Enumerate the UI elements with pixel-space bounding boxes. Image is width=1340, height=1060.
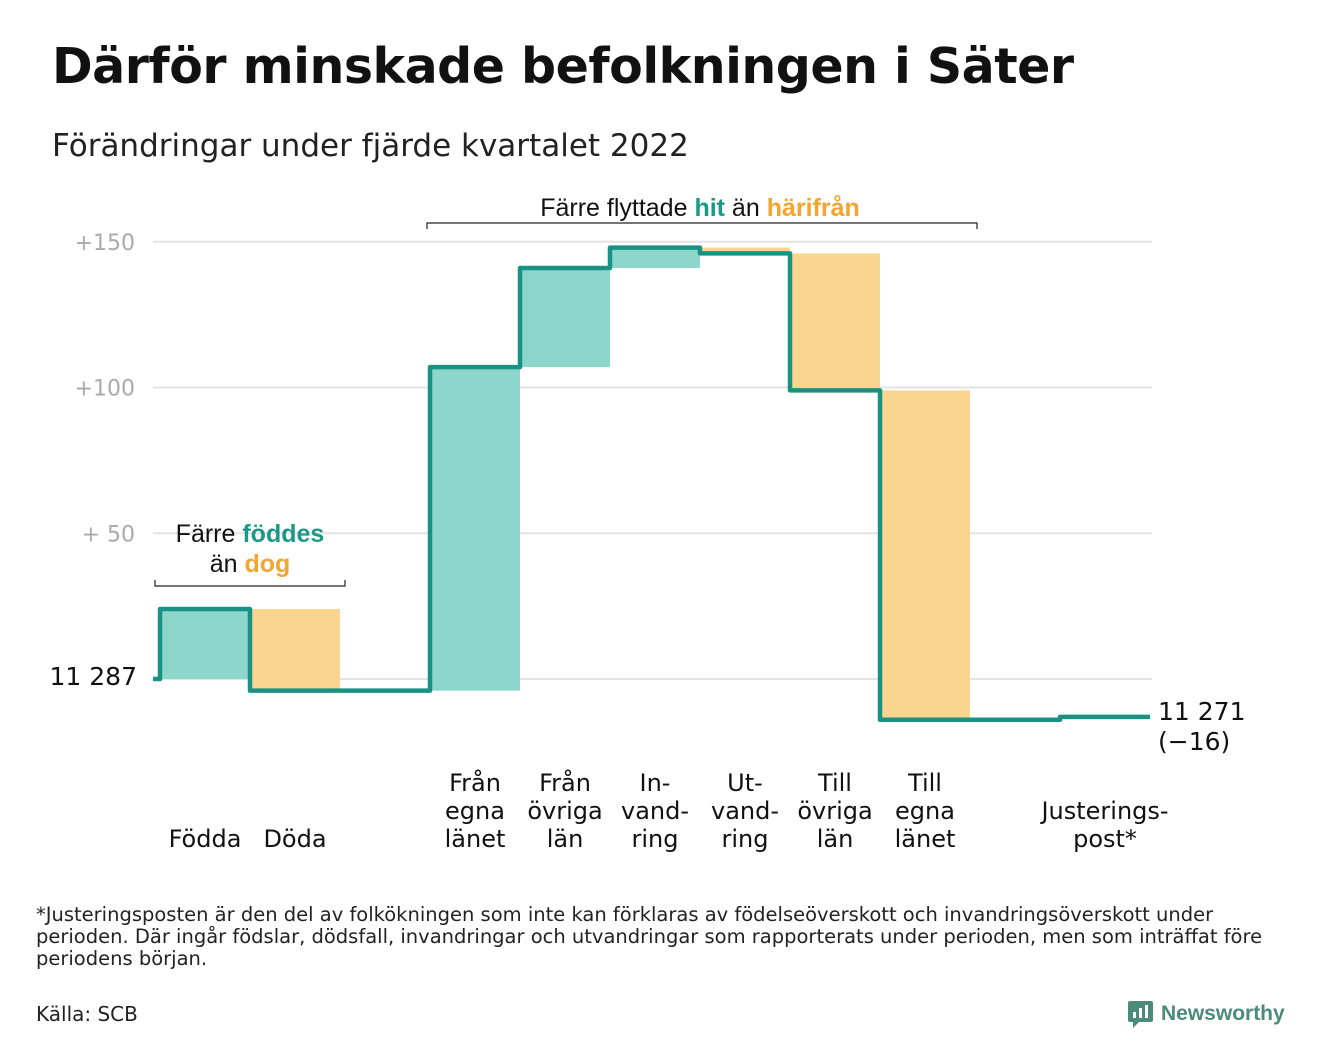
outflow-highlight: härifrån — [767, 194, 860, 222]
bar-till-egna-länet — [880, 390, 970, 720]
end-value-label: 11 271 — [1158, 697, 1245, 726]
bar-födda — [160, 609, 250, 679]
category-label: Ut- — [727, 769, 763, 797]
chart-subtitle: Förändringar under fjärde kvartalet 2022 — [52, 128, 689, 164]
category-labels: Födda DödaFrånegnalänetFrånövrigalänIn-va… — [169, 768, 1169, 853]
newsworthy-brand: Newsworthy — [1128, 998, 1285, 1030]
category-label: Till — [817, 769, 852, 797]
births-bracket — [154, 580, 346, 587]
waterfall-chart: +150+100+ 50 Födda DödaFrånegnalänetFrånö… — [50, 194, 1246, 853]
category-label: övriga — [797, 797, 872, 825]
bar-från-övriga-län — [520, 267, 610, 368]
bars — [160, 247, 970, 720]
births-highlight: föddes — [242, 520, 324, 548]
inflow-highlight: hit — [694, 194, 725, 222]
category-label: Från — [539, 768, 591, 797]
category-label: Till — [907, 769, 942, 797]
category-label: egna — [895, 797, 955, 825]
category-label: Födda — [169, 825, 242, 853]
y-tick-label: +100 — [75, 377, 135, 402]
category-label: Döda — [263, 825, 326, 853]
source-label: Källa: SCB — [36, 1002, 138, 1026]
end-labels: 11 287 11 271 (−16) — [50, 662, 1246, 756]
y-tick-label: + 50 — [82, 522, 135, 547]
births-annotation-line2: än dog — [210, 550, 291, 578]
migration-annotation-text: Färre flyttade hit än härifrån — [540, 194, 860, 222]
category-label: länet — [445, 825, 506, 853]
category-label: övriga — [527, 797, 602, 825]
category-label: ring — [632, 825, 679, 853]
migration-bracket — [426, 222, 978, 229]
category-label: Justerings- — [1039, 797, 1168, 825]
start-value-label: 11 287 — [50, 662, 137, 691]
category-label: län — [547, 825, 584, 853]
brand-name: Newsworthy — [1161, 1002, 1285, 1025]
y-axis-ticks: +150 +100 + 50 — [75, 231, 135, 548]
y-tick-label: +150 — [75, 231, 135, 256]
category-label: In- — [640, 769, 671, 797]
bar-från-egna-länet — [430, 367, 520, 691]
end-change-label: (−16) — [1158, 727, 1230, 756]
bar-till-övriga-län — [790, 253, 880, 391]
migration-annotation: Färre flyttade hit än härifrån — [426, 194, 978, 229]
bar-ut-vandring — [700, 247, 790, 254]
category-label: Från — [449, 768, 501, 797]
level-step-line — [153, 245, 1150, 723]
category-label: post* — [1073, 825, 1137, 853]
category-label: vand- — [621, 797, 689, 825]
footnote: *Justeringsposten är den del av folkökni… — [36, 903, 1263, 970]
category-label: ring — [722, 825, 769, 853]
bar-döda — [250, 609, 340, 691]
bar-in-vandring — [610, 247, 700, 268]
level-line — [153, 245, 1150, 723]
category-label: länet — [895, 825, 956, 853]
chart-title: Därför minskade befolkningen i Säter — [52, 38, 1074, 95]
deaths-highlight: dog — [244, 550, 290, 578]
category-label: vand- — [711, 797, 779, 825]
category-label: egna — [445, 797, 505, 825]
births-annotation-line1: Färre föddes — [176, 520, 325, 548]
category-label: län — [817, 825, 854, 853]
newsworthy-logo-icon — [1128, 1000, 1153, 1028]
births-deaths-annotation: Färre föddes än dog — [154, 520, 346, 587]
